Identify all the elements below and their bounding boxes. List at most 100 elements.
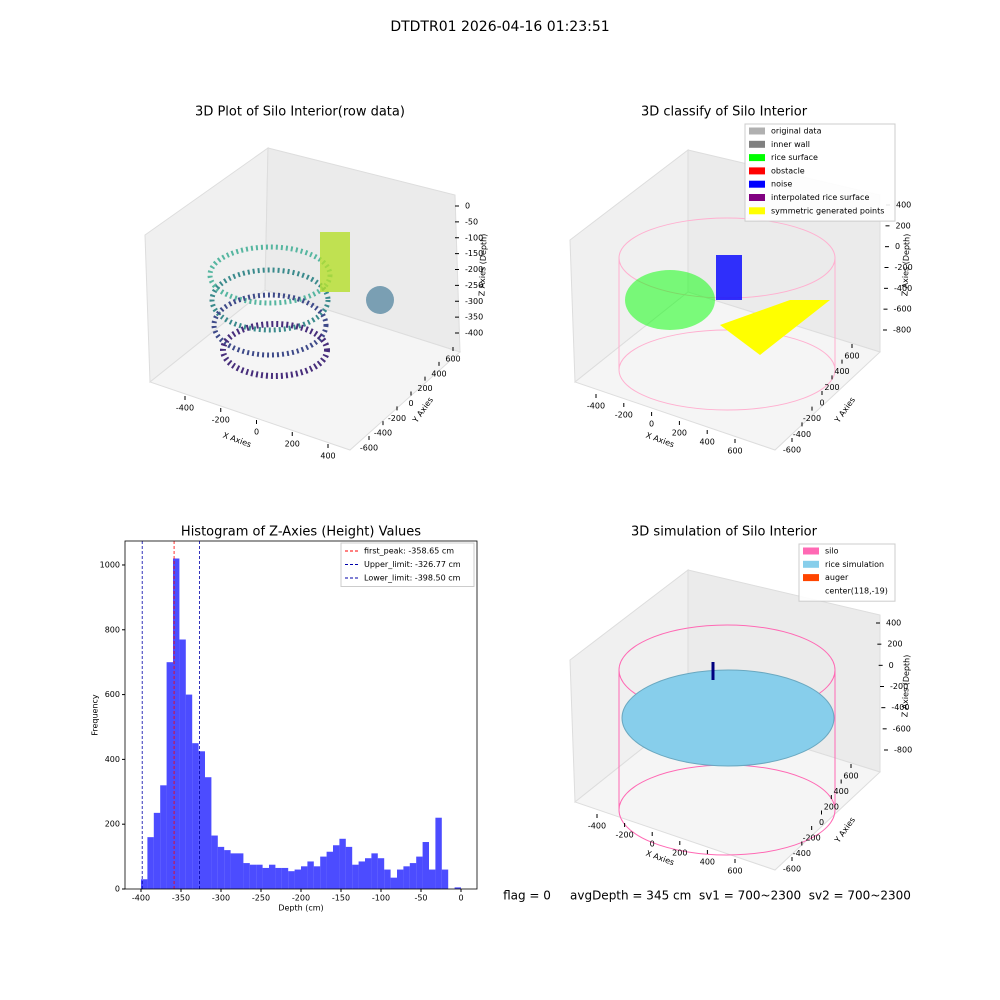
z-tick-label: -200	[465, 265, 483, 274]
z-axis-label: Z Axies (Depth)	[900, 655, 911, 718]
x-axis-label: X Axies	[645, 849, 676, 868]
x-tick-label: -200	[616, 831, 634, 840]
z-tick-label: 0	[465, 202, 470, 211]
y-tick-label: -200	[803, 834, 821, 843]
x-tick-label: -200	[615, 411, 633, 420]
x-tick-label: 600	[727, 447, 742, 456]
legend-label: symmetric generated points	[771, 206, 884, 215]
y-tick-label: 0	[115, 885, 120, 894]
x-tick-label: -350	[172, 894, 190, 903]
y-tick-label: 0	[819, 399, 824, 408]
x-tick-label: 400	[700, 858, 715, 867]
hist-bar	[173, 558, 180, 889]
legend-label: auger	[825, 573, 849, 582]
hist-bar	[160, 785, 167, 889]
x-axis-label: X Axies	[222, 431, 253, 450]
panes-4	[569, 568, 881, 871]
z-tick-label: -400	[465, 329, 483, 338]
hist-bar	[166, 662, 173, 889]
x-tick-label: -100	[372, 894, 390, 903]
hist-bar	[441, 869, 449, 889]
y-axis-label: Y Axies	[832, 396, 857, 426]
hist-bar	[224, 850, 231, 889]
x-tick-label: 400	[320, 452, 335, 461]
hist-bar	[262, 867, 269, 889]
hist-bar	[179, 639, 186, 889]
figure-title: DTDTR01 2026-04-16 01:23:51	[390, 19, 609, 35]
z-tick-label: -50	[465, 217, 478, 226]
x-tick-label: 200	[285, 440, 300, 449]
y-tick-label: 600	[445, 355, 460, 364]
hist-bar	[377, 858, 385, 889]
hist-bar	[333, 845, 340, 889]
y-tick-label: 200	[417, 384, 432, 393]
z-tick-label: -600	[893, 724, 911, 733]
y-tick-label: 200	[824, 803, 839, 812]
panel-title: Histogram of Z-Axies (Height) Values	[181, 525, 421, 540]
z-tick-label: 0	[895, 242, 900, 251]
legend-patch	[749, 194, 765, 201]
legend-patch	[749, 127, 765, 135]
legend-label: silo	[825, 547, 839, 556]
z-tick-label: -800	[894, 746, 912, 755]
x-tick-label: -400	[588, 822, 606, 831]
x-tick-label: -300	[212, 894, 230, 903]
hist-bar	[288, 871, 295, 889]
hist-bar	[403, 866, 410, 889]
y-tick-label: 600	[105, 690, 120, 699]
y-tick-label: 600	[844, 352, 859, 361]
y-tick-label: 200	[824, 383, 839, 392]
hist-bar	[249, 864, 257, 889]
x-tick-label: 0	[458, 894, 463, 903]
z-tick-label: -400	[891, 703, 909, 712]
z-tick-label: -350	[465, 313, 483, 322]
z-tick-label: 0	[889, 661, 894, 670]
hist-bar	[371, 853, 378, 889]
panel-title: 3D classify of Silo Interior	[641, 105, 808, 120]
x-tick-label: 400	[700, 438, 715, 447]
hist-bar	[384, 869, 391, 889]
hist-bar	[217, 846, 225, 889]
y-tick-label: -400	[793, 849, 811, 858]
hist-bar	[294, 869, 301, 889]
hist-bar	[153, 812, 161, 889]
legend-label: inner wall	[771, 140, 810, 149]
z-tick-label: -800	[893, 326, 911, 335]
hist-bar	[435, 817, 442, 889]
hist-bar	[422, 842, 429, 889]
x-axis-label: Depth (cm)	[278, 904, 323, 913]
legend-box	[744, 123, 896, 222]
legend-label: noise	[771, 180, 792, 189]
z-tick-label: -100	[465, 233, 483, 242]
hist-bar	[339, 838, 346, 889]
z-tick-label: 400	[896, 201, 911, 210]
hist-bar	[211, 835, 218, 889]
hist-bar	[313, 866, 321, 889]
legend-label: obstacle	[771, 166, 805, 175]
hist-bar	[352, 864, 359, 889]
hist-bar	[192, 743, 199, 889]
y-tick-label: -200	[803, 414, 821, 423]
y-tick-label: 800	[105, 625, 120, 634]
legend-label: Lower_limit: -398.50 cm	[364, 574, 461, 583]
x-tick-label: 600	[727, 867, 742, 876]
x-tick-label: -250	[252, 894, 270, 903]
hist-bar	[390, 877, 397, 889]
legend-patch	[749, 180, 765, 188]
legend-patch	[749, 154, 765, 162]
y-tick-label: 400	[834, 787, 849, 796]
x-tick-label: -200	[292, 894, 310, 903]
legend-patch	[749, 207, 765, 215]
z-tick-label: -200	[895, 263, 913, 272]
hist-bar	[141, 879, 148, 889]
legend-label: rice simulation	[825, 560, 884, 569]
hist-bar	[345, 846, 353, 889]
hist-bar	[281, 867, 289, 889]
legend-label: first_peak: -358.65 cm	[364, 547, 454, 556]
x-tick-label: -400	[176, 404, 194, 413]
y-tick-label: 0	[819, 818, 824, 827]
z-tick-label: -250	[465, 281, 483, 290]
hist-bar	[320, 856, 327, 889]
legend-label: interpolated rice surface	[771, 193, 869, 202]
